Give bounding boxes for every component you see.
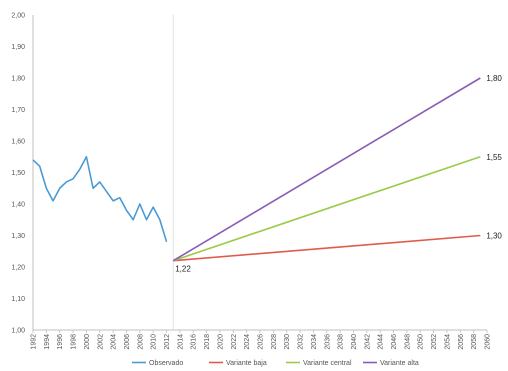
x-tick-label: 2056 [458, 334, 465, 350]
x-tick-label: 2020 [217, 334, 224, 350]
x-tick-label: 2060 [485, 334, 492, 350]
series-line-observado [32, 155, 168, 243]
y-tick-label: 1,60 [11, 139, 25, 146]
series-line-variante-alta [172, 77, 481, 262]
x-tick-label: 1998 [71, 334, 78, 350]
y-tick-label: 1,90 [11, 44, 25, 51]
x-tick-label: 2042 [364, 334, 371, 350]
x-tick-label: 1994 [44, 334, 51, 350]
y-tick-label: 1,20 [11, 265, 25, 272]
x-tick-label: 2052 [431, 334, 438, 350]
x-tick-label: 2004 [111, 334, 118, 350]
data-label: 1,55 [486, 153, 502, 162]
legend-label: Variante baja [226, 360, 267, 367]
x-tick-label: 2006 [124, 334, 131, 350]
x-tick-label: 2050 [418, 334, 425, 350]
y-tick-label: 1,70 [11, 107, 25, 114]
y-tick-label: 1,10 [11, 296, 25, 303]
x-tick-label: 2012 [164, 334, 171, 350]
y-tick-label: 2,00 [11, 13, 25, 20]
y-tick-label: 1,80 [11, 76, 25, 83]
series-lines [32, 77, 481, 262]
x-tick-label: 2016 [191, 334, 198, 350]
data-label: 1,22 [175, 265, 191, 274]
y-tick-label: 1,30 [11, 233, 25, 240]
x-tick-label: 2040 [351, 334, 358, 350]
series-line-variante-central [172, 155, 481, 262]
series-line-variante-baja [173, 234, 481, 262]
legend-label: Variante central [303, 360, 352, 367]
x-tick-label: 2038 [338, 334, 345, 350]
legend-label: Variante alta [380, 360, 419, 367]
legend-label: Observado [149, 360, 183, 367]
x-tick-label: 2002 [97, 334, 104, 350]
y-tick-label: 1,40 [11, 202, 25, 209]
x-tick-label: 2044 [378, 334, 385, 350]
y-tick-label: 1,50 [11, 170, 25, 177]
x-tick-label: 2046 [391, 334, 398, 350]
x-tick-label: 2008 [137, 334, 144, 350]
x-tick-label: 2010 [151, 334, 158, 350]
x-tick-label: 2058 [471, 334, 478, 350]
x-tick-label: 2054 [444, 334, 451, 350]
x-tick-label: 2024 [244, 334, 251, 350]
x-tick-label: 2036 [324, 334, 331, 350]
x-tick-label: 2000 [84, 334, 91, 350]
x-tick-label: 2030 [284, 334, 291, 350]
x-tick-label: 2026 [258, 334, 265, 350]
x-tick-label: 2028 [271, 334, 278, 350]
x-tick-label: 2032 [298, 334, 305, 350]
x-tick-label: 2022 [231, 334, 238, 350]
x-tick-label: 1992 [31, 334, 38, 350]
y-tick-label: 1,00 [11, 328, 25, 335]
data-label: 1,30 [486, 232, 502, 241]
x-tick-label: 1996 [57, 334, 64, 350]
legend: Observado Variante baja Variante central Va… [132, 360, 419, 367]
data-labels: 1,22 1,80 1,55 1,30 [175, 74, 502, 274]
x-tick-label: 2018 [204, 334, 211, 350]
data-label: 1,80 [486, 74, 502, 83]
x-tick-label: 2034 [311, 334, 318, 350]
x-tick-label: 2014 [177, 334, 184, 350]
x-tick-label: 2048 [404, 334, 411, 350]
axes: 1,00 1,10 1,20 1,30 1,40 1,50 1,60 1,70 1,80 1,90… [11, 13, 491, 350]
